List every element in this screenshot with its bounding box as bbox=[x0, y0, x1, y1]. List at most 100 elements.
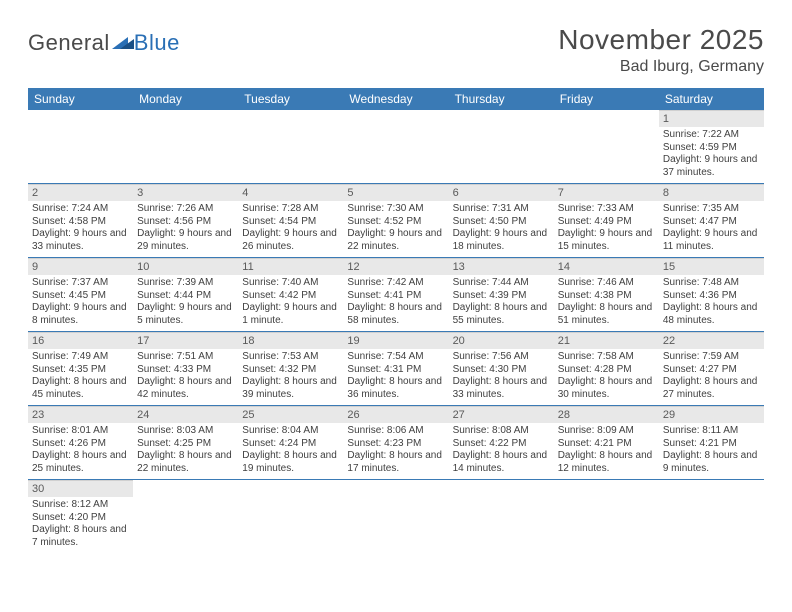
day-number: 1 bbox=[659, 110, 764, 127]
location: Bad Iburg, Germany bbox=[558, 58, 764, 76]
calendar-cell: 20Sunrise: 7:56 AMSunset: 4:30 PMDayligh… bbox=[449, 332, 554, 406]
day-number: 20 bbox=[449, 332, 554, 349]
weekday-header: Thursday bbox=[449, 88, 554, 110]
day-number: 18 bbox=[238, 332, 343, 349]
calendar-cell: 14Sunrise: 7:46 AMSunset: 4:38 PMDayligh… bbox=[554, 258, 659, 332]
weekday-header: Tuesday bbox=[238, 88, 343, 110]
day-details: Sunrise: 7:46 AMSunset: 4:38 PMDaylight:… bbox=[554, 275, 659, 331]
day-number: 6 bbox=[449, 184, 554, 201]
calendar-cell: 17Sunrise: 7:51 AMSunset: 4:33 PMDayligh… bbox=[133, 332, 238, 406]
calendar-cell bbox=[449, 110, 554, 184]
calendar-cell: 7Sunrise: 7:33 AMSunset: 4:49 PMDaylight… bbox=[554, 184, 659, 258]
calendar-cell bbox=[238, 480, 343, 554]
day-details: Sunrise: 8:11 AMSunset: 4:21 PMDaylight:… bbox=[659, 423, 764, 479]
day-details: Sunrise: 8:03 AMSunset: 4:25 PMDaylight:… bbox=[133, 423, 238, 479]
calendar-cell bbox=[238, 110, 343, 184]
calendar-cell: 13Sunrise: 7:44 AMSunset: 4:39 PMDayligh… bbox=[449, 258, 554, 332]
calendar-cell: 23Sunrise: 8:01 AMSunset: 4:26 PMDayligh… bbox=[28, 406, 133, 480]
day-number: 23 bbox=[28, 406, 133, 423]
day-details: Sunrise: 8:04 AMSunset: 4:24 PMDaylight:… bbox=[238, 423, 343, 479]
weekday-header: Friday bbox=[554, 88, 659, 110]
day-details: Sunrise: 7:24 AMSunset: 4:58 PMDaylight:… bbox=[28, 201, 133, 257]
calendar-cell: 24Sunrise: 8:03 AMSunset: 4:25 PMDayligh… bbox=[133, 406, 238, 480]
day-details: Sunrise: 8:08 AMSunset: 4:22 PMDaylight:… bbox=[449, 423, 554, 479]
calendar-cell: 11Sunrise: 7:40 AMSunset: 4:42 PMDayligh… bbox=[238, 258, 343, 332]
day-number: 11 bbox=[238, 258, 343, 275]
calendar-cell: 8Sunrise: 7:35 AMSunset: 4:47 PMDaylight… bbox=[659, 184, 764, 258]
calendar-cell bbox=[449, 480, 554, 554]
day-number: 10 bbox=[133, 258, 238, 275]
calendar-row: 2Sunrise: 7:24 AMSunset: 4:58 PMDaylight… bbox=[28, 184, 764, 258]
day-details: Sunrise: 7:44 AMSunset: 4:39 PMDaylight:… bbox=[449, 275, 554, 331]
day-details: Sunrise: 7:53 AMSunset: 4:32 PMDaylight:… bbox=[238, 349, 343, 405]
calendar-cell: 22Sunrise: 7:59 AMSunset: 4:27 PMDayligh… bbox=[659, 332, 764, 406]
day-details: Sunrise: 7:39 AMSunset: 4:44 PMDaylight:… bbox=[133, 275, 238, 331]
day-number: 4 bbox=[238, 184, 343, 201]
calendar-cell bbox=[28, 110, 133, 184]
day-details: Sunrise: 7:28 AMSunset: 4:54 PMDaylight:… bbox=[238, 201, 343, 257]
calendar-cell: 9Sunrise: 7:37 AMSunset: 4:45 PMDaylight… bbox=[28, 258, 133, 332]
calendar: Sunday Monday Tuesday Wednesday Thursday… bbox=[28, 88, 764, 553]
day-number: 22 bbox=[659, 332, 764, 349]
weekday-row: Sunday Monday Tuesday Wednesday Thursday… bbox=[28, 88, 764, 110]
calendar-cell: 25Sunrise: 8:04 AMSunset: 4:24 PMDayligh… bbox=[238, 406, 343, 480]
day-number: 26 bbox=[343, 406, 448, 423]
day-details: Sunrise: 7:31 AMSunset: 4:50 PMDaylight:… bbox=[449, 201, 554, 257]
day-details: Sunrise: 7:58 AMSunset: 4:28 PMDaylight:… bbox=[554, 349, 659, 405]
calendar-row: 9Sunrise: 7:37 AMSunset: 4:45 PMDaylight… bbox=[28, 258, 764, 332]
calendar-cell: 5Sunrise: 7:30 AMSunset: 4:52 PMDaylight… bbox=[343, 184, 448, 258]
page-title: November 2025 bbox=[558, 24, 764, 56]
calendar-row: 23Sunrise: 8:01 AMSunset: 4:26 PMDayligh… bbox=[28, 406, 764, 480]
weekday-header: Monday bbox=[133, 88, 238, 110]
calendar-cell: 3Sunrise: 7:26 AMSunset: 4:56 PMDaylight… bbox=[133, 184, 238, 258]
calendar-cell: 15Sunrise: 7:48 AMSunset: 4:36 PMDayligh… bbox=[659, 258, 764, 332]
day-details: Sunrise: 7:26 AMSunset: 4:56 PMDaylight:… bbox=[133, 201, 238, 257]
calendar-cell: 29Sunrise: 8:11 AMSunset: 4:21 PMDayligh… bbox=[659, 406, 764, 480]
calendar-cell: 10Sunrise: 7:39 AMSunset: 4:44 PMDayligh… bbox=[133, 258, 238, 332]
calendar-cell bbox=[133, 480, 238, 554]
day-number: 7 bbox=[554, 184, 659, 201]
day-number: 9 bbox=[28, 258, 133, 275]
day-details: Sunrise: 7:51 AMSunset: 4:33 PMDaylight:… bbox=[133, 349, 238, 405]
day-number: 16 bbox=[28, 332, 133, 349]
day-details: Sunrise: 7:30 AMSunset: 4:52 PMDaylight:… bbox=[343, 201, 448, 257]
calendar-cell: 2Sunrise: 7:24 AMSunset: 4:58 PMDaylight… bbox=[28, 184, 133, 258]
calendar-row: 16Sunrise: 7:49 AMSunset: 4:35 PMDayligh… bbox=[28, 332, 764, 406]
day-number: 30 bbox=[28, 480, 133, 497]
calendar-cell: 1Sunrise: 7:22 AMSunset: 4:59 PMDaylight… bbox=[659, 110, 764, 184]
day-number: 13 bbox=[449, 258, 554, 275]
calendar-cell bbox=[133, 110, 238, 184]
calendar-cell bbox=[659, 480, 764, 554]
calendar-cell: 19Sunrise: 7:54 AMSunset: 4:31 PMDayligh… bbox=[343, 332, 448, 406]
day-details: Sunrise: 7:56 AMSunset: 4:30 PMDaylight:… bbox=[449, 349, 554, 405]
day-number: 2 bbox=[28, 184, 133, 201]
day-details: Sunrise: 7:37 AMSunset: 4:45 PMDaylight:… bbox=[28, 275, 133, 331]
day-number: 24 bbox=[133, 406, 238, 423]
day-number: 17 bbox=[133, 332, 238, 349]
day-details: Sunrise: 7:59 AMSunset: 4:27 PMDaylight:… bbox=[659, 349, 764, 405]
day-number: 5 bbox=[343, 184, 448, 201]
calendar-cell bbox=[343, 110, 448, 184]
logo-text-blue: Blue bbox=[134, 30, 180, 56]
day-number: 21 bbox=[554, 332, 659, 349]
calendar-row: 30Sunrise: 8:12 AMSunset: 4:20 PMDayligh… bbox=[28, 480, 764, 554]
day-details: Sunrise: 7:49 AMSunset: 4:35 PMDaylight:… bbox=[28, 349, 133, 405]
calendar-cell: 26Sunrise: 8:06 AMSunset: 4:23 PMDayligh… bbox=[343, 406, 448, 480]
day-details: Sunrise: 7:40 AMSunset: 4:42 PMDaylight:… bbox=[238, 275, 343, 331]
day-details: Sunrise: 7:54 AMSunset: 4:31 PMDaylight:… bbox=[343, 349, 448, 405]
day-number: 12 bbox=[343, 258, 448, 275]
day-details: Sunrise: 8:01 AMSunset: 4:26 PMDaylight:… bbox=[28, 423, 133, 479]
calendar-cell: 27Sunrise: 8:08 AMSunset: 4:22 PMDayligh… bbox=[449, 406, 554, 480]
calendar-cell: 21Sunrise: 7:58 AMSunset: 4:28 PMDayligh… bbox=[554, 332, 659, 406]
calendar-cell: 6Sunrise: 7:31 AMSunset: 4:50 PMDaylight… bbox=[449, 184, 554, 258]
day-number: 14 bbox=[554, 258, 659, 275]
calendar-cell: 4Sunrise: 7:28 AMSunset: 4:54 PMDaylight… bbox=[238, 184, 343, 258]
day-number: 25 bbox=[238, 406, 343, 423]
day-details: Sunrise: 8:12 AMSunset: 4:20 PMDaylight:… bbox=[28, 497, 133, 553]
day-number: 8 bbox=[659, 184, 764, 201]
logo: General Blue bbox=[28, 30, 180, 56]
day-number: 19 bbox=[343, 332, 448, 349]
weekday-header: Wednesday bbox=[343, 88, 448, 110]
day-number: 29 bbox=[659, 406, 764, 423]
day-number: 3 bbox=[133, 184, 238, 201]
